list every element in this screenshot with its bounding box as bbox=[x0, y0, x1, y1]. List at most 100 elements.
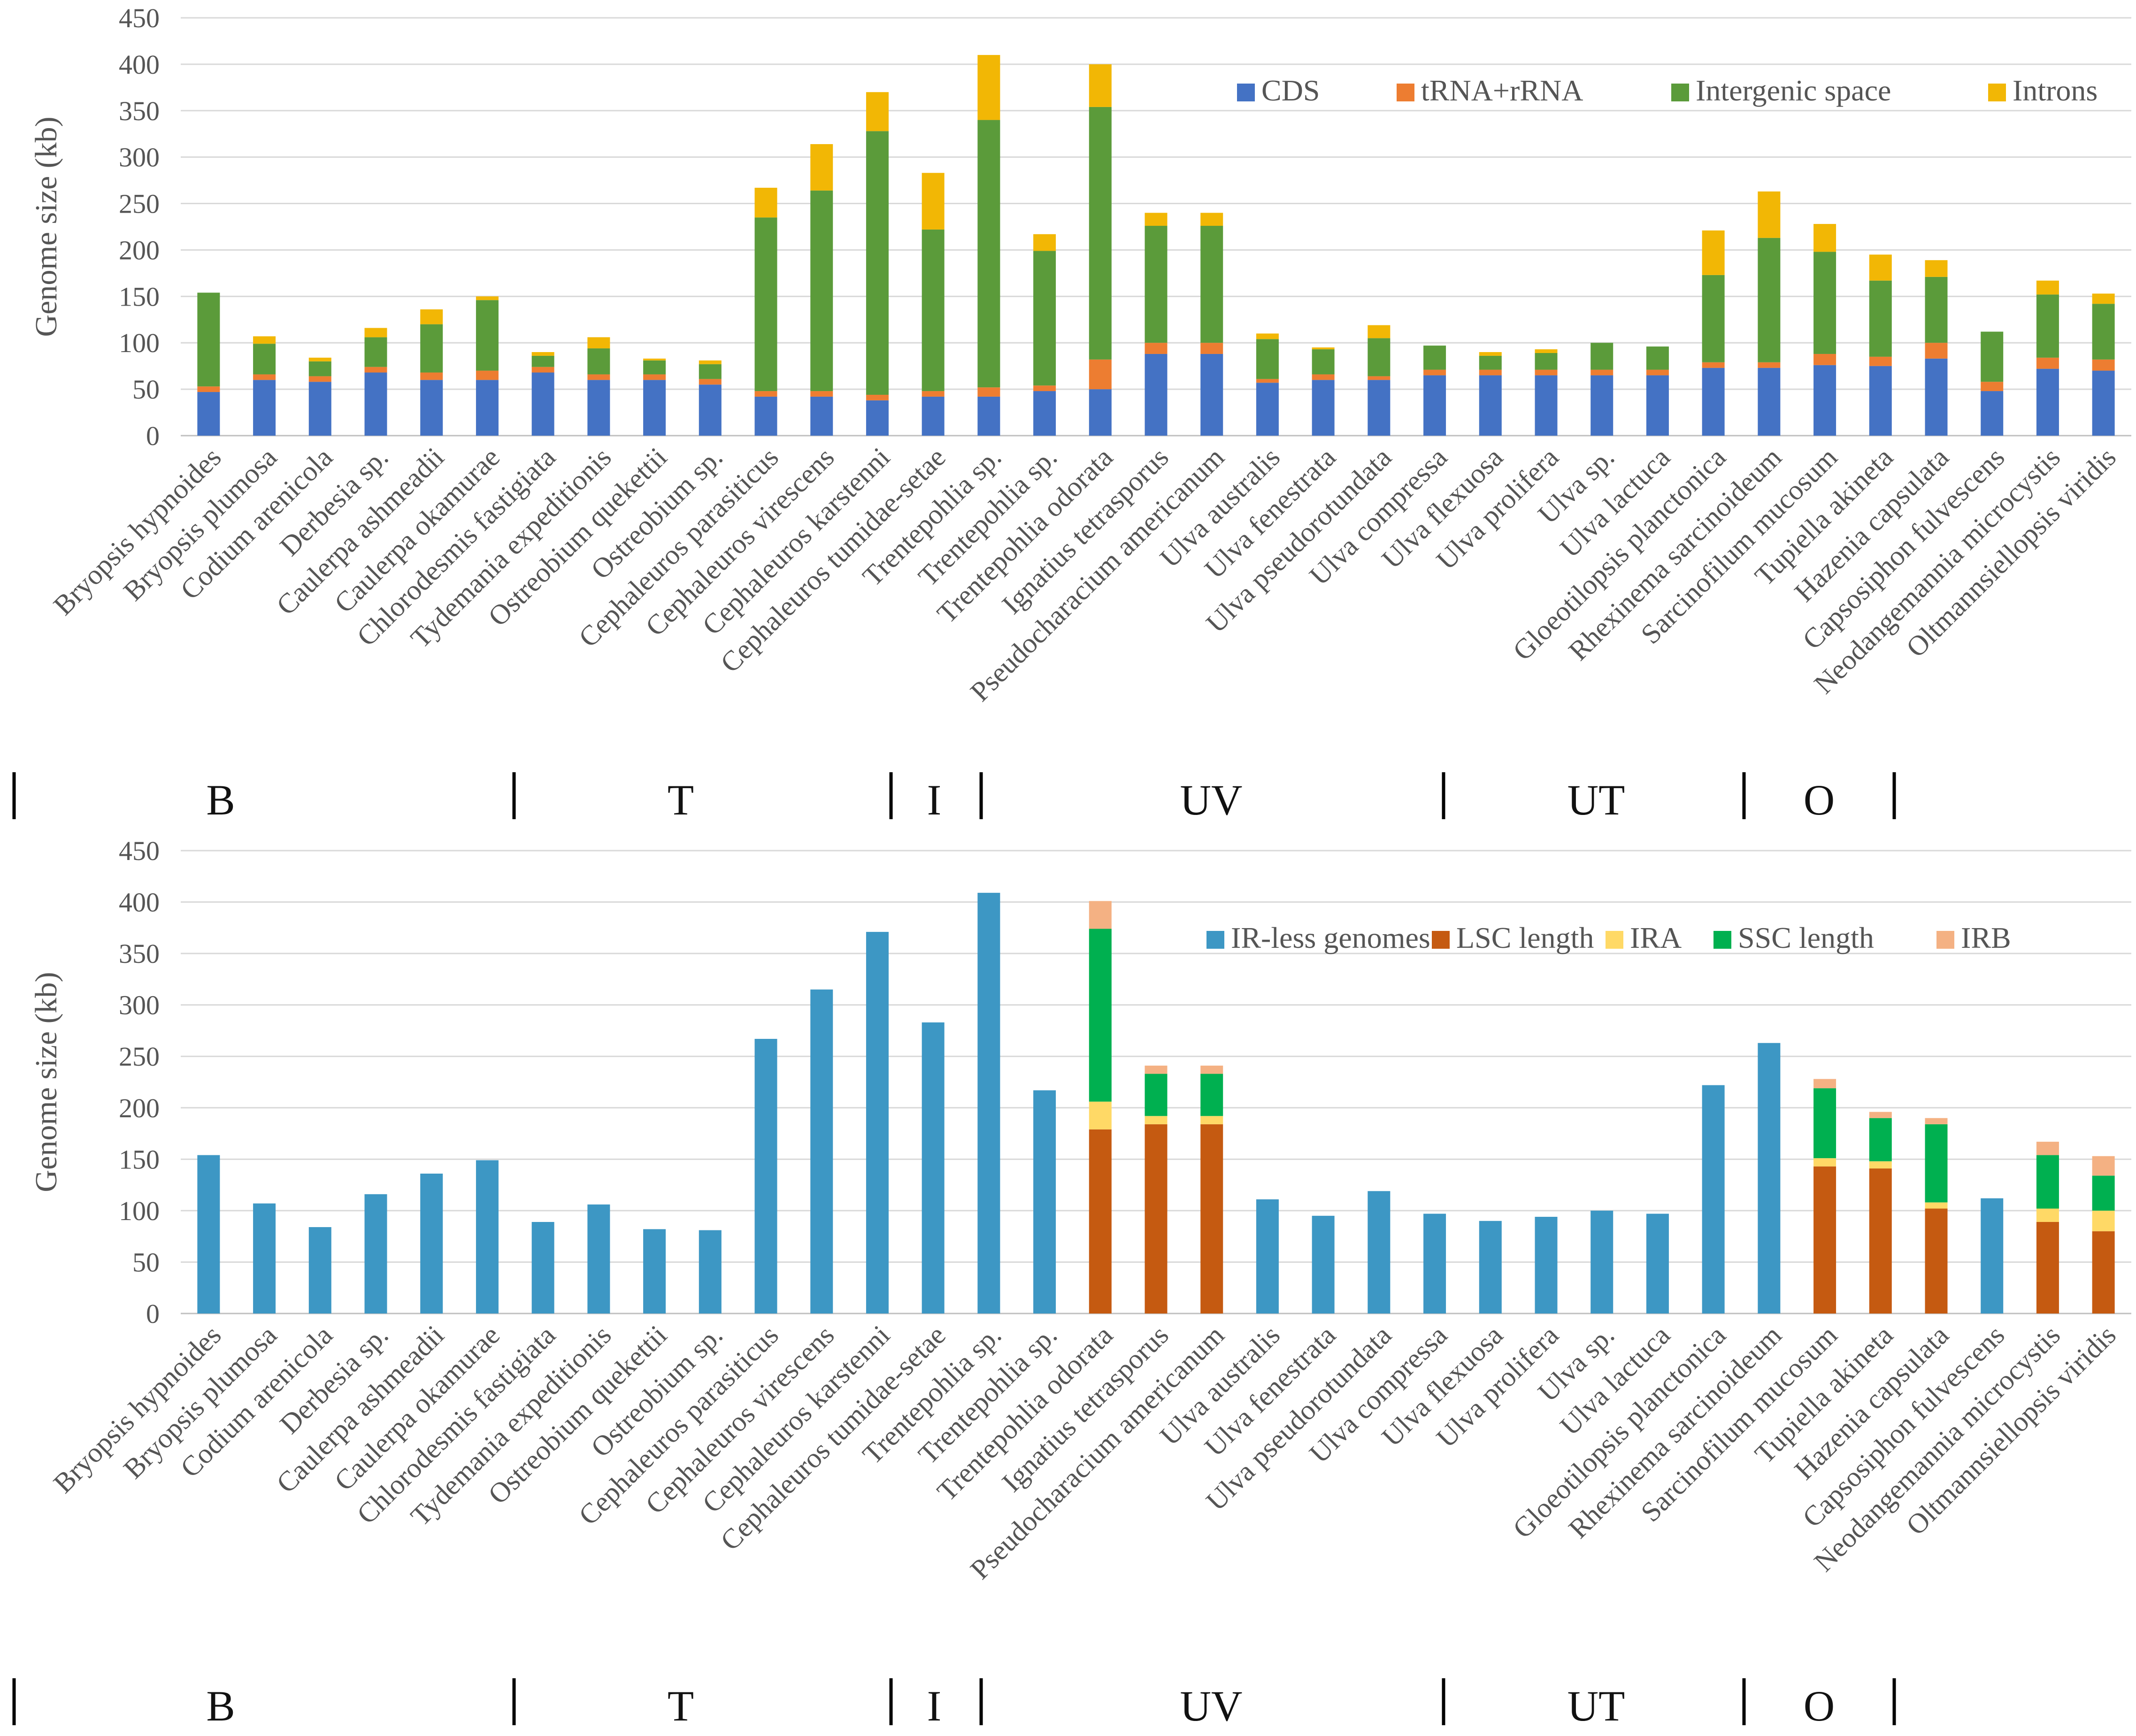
bar-segment bbox=[699, 364, 722, 379]
bar-segment bbox=[476, 300, 499, 371]
bar-segment bbox=[2036, 280, 2059, 295]
bar-segment bbox=[810, 144, 833, 191]
legend-swatch bbox=[1671, 84, 1689, 101]
bar-segment bbox=[420, 372, 443, 380]
bar-segment bbox=[1312, 349, 1335, 375]
bar-segment bbox=[643, 380, 666, 436]
bar-segment bbox=[977, 396, 1000, 436]
bar-segment bbox=[1089, 389, 1112, 436]
bar-segment bbox=[476, 370, 499, 380]
bar-segment bbox=[1869, 1118, 1892, 1161]
bar-segment bbox=[977, 892, 1000, 1314]
bar-segment bbox=[643, 358, 666, 361]
y-tick-label: 50 bbox=[132, 374, 160, 405]
chart-bottom-panel: 0 50 100 150 200 250 300 350 400 450 Genome size (… bbox=[12, 836, 2131, 1730]
y-tick-label: 100 bbox=[119, 1196, 160, 1226]
bar-segment bbox=[2092, 370, 2115, 436]
bar-segment bbox=[1423, 1214, 1446, 1314]
y-tick-label: 350 bbox=[119, 96, 160, 126]
legend-swatch bbox=[1713, 931, 1731, 949]
bar-segment bbox=[587, 1204, 610, 1314]
y-tick-label: 450 bbox=[119, 3, 160, 33]
legend-entry: IRB bbox=[1961, 921, 2011, 954]
bar-segment bbox=[1981, 1198, 2004, 1314]
bar-segment bbox=[1925, 260, 1948, 277]
bar-segment bbox=[531, 1221, 554, 1314]
bar-segment bbox=[754, 1038, 777, 1314]
bar-segment bbox=[197, 386, 220, 392]
bar-segment bbox=[922, 391, 945, 397]
bar-segment bbox=[1813, 1079, 1836, 1089]
y-tick-label: 150 bbox=[119, 1144, 160, 1175]
bar-segment bbox=[1312, 380, 1335, 436]
bar-segment bbox=[1200, 1065, 1223, 1074]
bar-segment bbox=[2036, 369, 2059, 436]
bar-segment bbox=[587, 348, 610, 375]
bar-segment bbox=[1033, 391, 1056, 436]
bar-segment bbox=[1869, 280, 1892, 357]
y-tick-label: 450 bbox=[119, 836, 160, 866]
group-label: B bbox=[206, 1682, 235, 1730]
bar-segment bbox=[364, 372, 387, 436]
bar-segment bbox=[1256, 339, 1279, 379]
bar-segment bbox=[810, 391, 833, 397]
bar-segment bbox=[1089, 107, 1112, 360]
bar-segment bbox=[754, 187, 777, 218]
legend-entry: Introns bbox=[2013, 74, 2098, 107]
bar-segment bbox=[1312, 374, 1335, 380]
bar-segment bbox=[1200, 1116, 1223, 1124]
bar-segment bbox=[1089, 1101, 1112, 1129]
bar-segment bbox=[1925, 1124, 1948, 1203]
bar-segment bbox=[699, 360, 722, 364]
bar-segment bbox=[476, 296, 499, 300]
bar-segment bbox=[1423, 346, 1446, 370]
bar-segment bbox=[1590, 369, 1614, 376]
bar-segment bbox=[866, 932, 889, 1314]
bar-segment bbox=[1089, 929, 1112, 1102]
bar-segment bbox=[1702, 230, 1725, 275]
bar-segment bbox=[1869, 254, 1892, 281]
bar-segment bbox=[1423, 375, 1446, 436]
bar-segment bbox=[643, 360, 666, 375]
bar-segment bbox=[476, 1160, 499, 1314]
bar-segment bbox=[1368, 338, 1391, 376]
legend-swatch bbox=[1936, 931, 1954, 949]
bar-segment bbox=[866, 394, 889, 400]
bar-segment bbox=[420, 380, 443, 436]
legend-entry: tRNA+rRNA bbox=[1421, 74, 1583, 107]
bar-segment bbox=[253, 344, 276, 375]
bar-segment bbox=[699, 379, 722, 385]
legend-entry: SSC length bbox=[1738, 921, 1874, 954]
legend-swatch bbox=[1606, 931, 1623, 949]
bar-segment bbox=[1869, 356, 1892, 366]
bar-segment bbox=[1200, 1124, 1223, 1314]
bar-segment bbox=[1145, 353, 1168, 436]
bar-segment bbox=[1758, 368, 1781, 436]
y-tick-label: 100 bbox=[119, 328, 160, 358]
group-label: O bbox=[1804, 776, 1835, 824]
bar-segment bbox=[587, 337, 610, 349]
bar-segment bbox=[1646, 369, 1669, 376]
bar-segment bbox=[1535, 369, 1558, 376]
bar-segment bbox=[1925, 1202, 1948, 1209]
bar-segment bbox=[2036, 1142, 2059, 1155]
bar-segment bbox=[2092, 359, 2115, 371]
group-label: I bbox=[927, 1682, 942, 1730]
bar-segment bbox=[1813, 1088, 1836, 1159]
bar-segment bbox=[1368, 325, 1391, 338]
bar-segment bbox=[1368, 380, 1391, 436]
bar-segment bbox=[922, 396, 945, 436]
bar-segment bbox=[1256, 333, 1279, 339]
bar-segment bbox=[253, 374, 276, 380]
bar-segment bbox=[754, 391, 777, 397]
bar-segment bbox=[1869, 1161, 1892, 1169]
bar-segment bbox=[2092, 1210, 2115, 1231]
y-tick-label: 300 bbox=[119, 142, 160, 173]
bar-segment bbox=[253, 380, 276, 436]
bar-segment bbox=[2092, 304, 2115, 360]
bar-segment bbox=[1758, 362, 1781, 368]
bar-segment bbox=[1758, 1043, 1781, 1314]
bar-segment bbox=[1479, 352, 1502, 356]
bar-segment bbox=[1089, 64, 1112, 107]
